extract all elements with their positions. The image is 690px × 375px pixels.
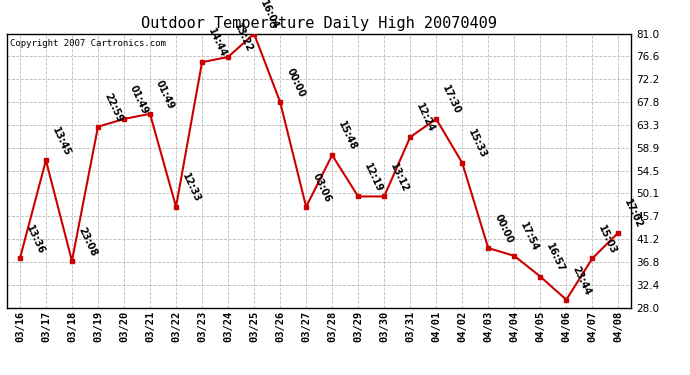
Text: 16:04: 16:04: [258, 0, 280, 31]
Text: 12:33: 12:33: [180, 172, 202, 204]
Text: 13:12: 13:12: [388, 161, 411, 194]
Text: 15:48: 15:48: [336, 120, 359, 152]
Text: 15:33: 15:33: [466, 128, 489, 160]
Text: 12:19: 12:19: [362, 161, 384, 194]
Text: 16:57: 16:57: [544, 242, 566, 274]
Text: 22:59: 22:59: [102, 92, 124, 124]
Text: 13:36: 13:36: [24, 224, 46, 256]
Text: Copyright 2007 Cartronics.com: Copyright 2007 Cartronics.com: [10, 39, 166, 48]
Text: 17:30: 17:30: [440, 84, 462, 116]
Text: 17:54: 17:54: [518, 221, 540, 253]
Text: 03:06: 03:06: [310, 172, 333, 204]
Text: 00:00: 00:00: [284, 67, 306, 99]
Text: 23:08: 23:08: [76, 226, 99, 258]
Text: 14:44: 14:44: [206, 27, 228, 59]
Text: 01:49: 01:49: [128, 84, 150, 116]
Text: 15:03: 15:03: [596, 224, 619, 256]
Text: 01:49: 01:49: [154, 79, 177, 111]
Text: 23:44: 23:44: [571, 265, 593, 297]
Text: 17:02: 17:02: [622, 198, 644, 230]
Text: 13:45: 13:45: [50, 125, 72, 158]
Title: Outdoor Temperature Daily High 20070409: Outdoor Temperature Daily High 20070409: [141, 16, 497, 31]
Text: 13:22: 13:22: [233, 22, 255, 54]
Text: 12:24: 12:24: [415, 102, 437, 134]
Text: 00:00: 00:00: [493, 213, 515, 245]
